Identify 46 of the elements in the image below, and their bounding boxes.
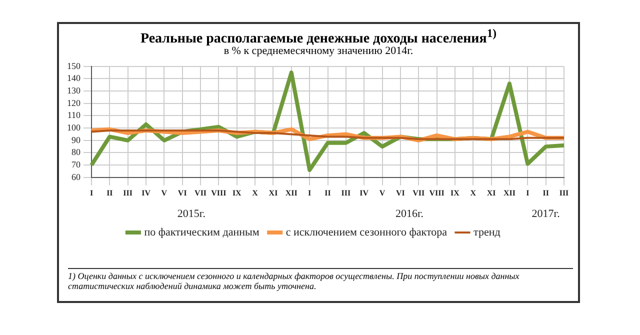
x-tick-label: II — [542, 188, 549, 198]
chart-subtitle: в % к среднемесячному значению 2014г. — [224, 45, 414, 57]
y-tick-label: 100 — [67, 122, 81, 132]
x-tick-label: III — [123, 188, 133, 198]
x-tick-label: VIII — [211, 188, 226, 198]
text: 2017г. — [532, 208, 560, 220]
x-tick-label: IV — [360, 188, 369, 198]
x-tick-label: VI — [396, 188, 405, 198]
y-tick-label: 70 — [72, 159, 81, 170]
x-tick-label: III — [559, 188, 569, 198]
y-tick-label: 140 — [67, 73, 81, 84]
x-tick-label: IX — [232, 188, 242, 198]
chart-title: Реальные располагаемые денежные доходы населения$^{1)}$ — [139, 27, 498, 47]
x-tick-label: V — [161, 188, 168, 198]
x-tick-label: VII — [194, 188, 207, 198]
x-tick-label: I — [90, 188, 94, 198]
legend-label: по фактическим данным — [144, 226, 260, 238]
x-tick-label: V — [379, 188, 386, 198]
y-tick-label: 120 — [67, 98, 81, 108]
y-tick-label: 80 — [72, 147, 81, 158]
x-tick-label: XII — [503, 188, 516, 198]
x-tick-label: I — [308, 188, 312, 198]
text: 1) Оценки данных с исключением сезонного и календарных факторов осуществлены. При поступлении новых данных статистических наблюдений динамика может быть уточнена. — [68, 268, 573, 291]
y-tick-label: 130 — [67, 85, 81, 96]
x-tick-label: IX — [450, 188, 460, 198]
x-tick-label: XII — [285, 188, 298, 198]
y-tick-label: 90 — [72, 134, 81, 145]
x-tick-label: VII — [412, 188, 425, 198]
text: 2015г. — [177, 208, 206, 220]
y-tick-label: 150 — [67, 60, 81, 71]
x-tick-label: X — [252, 188, 258, 198]
x-tick-label: IV — [142, 188, 151, 198]
x-tick-label: III — [341, 188, 351, 198]
y-tick-label: 110 — [67, 110, 81, 120]
legend-label: тренд — [473, 226, 501, 238]
y-tick-label: 60 — [72, 172, 81, 182]
x-tick-label: VI — [178, 188, 187, 198]
x-tick-label: II — [324, 188, 331, 198]
x-tick-label: XI — [486, 188, 496, 198]
text: 2016г. — [396, 208, 424, 220]
x-tick-label: XI — [268, 188, 278, 198]
x-tick-label: I — [526, 188, 530, 198]
legend-label: с исключением сезонного фактора — [286, 226, 448, 238]
x-tick-label: II — [106, 188, 113, 198]
x-tick-label: VIII — [429, 188, 444, 198]
x-tick-label: X — [470, 188, 476, 198]
